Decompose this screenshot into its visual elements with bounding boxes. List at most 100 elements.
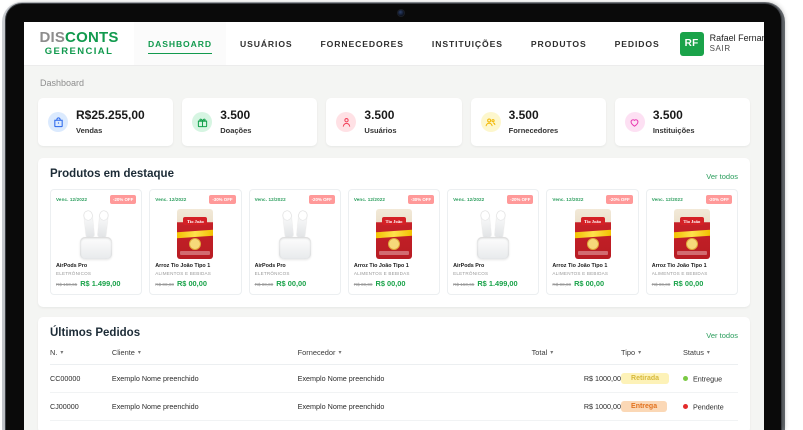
product-name: Arroz Tio João Tipo 1 [552,263,608,269]
status-dot-icon [682,376,688,382]
nav-item-usu-rios[interactable]: USUÁRIOS [226,22,307,65]
stat-card-vendas[interactable]: R$25.255,00 Vendas [38,98,174,146]
stat-value: 3.500 [220,108,251,123]
brand-name-part2: CONTS [65,29,119,47]
sort-caret-icon[interactable]: ▾ [60,350,64,356]
product-price: R$ 00,00 [276,279,307,288]
table-header-row: N. ▾ Cliente ▾ Fornecedor ▾ Total ▾ Tipo ▾ Status ▾ [50,348,738,365]
stat-card-institui-es[interactable]: 3.500 Instituições [614,98,751,146]
stat-card-usu-rios[interactable]: 3.500 Usuários [326,98,462,146]
sort-caret-icon[interactable]: ▾ [137,350,141,356]
product-category: ELETRÔNICOS [56,271,92,276]
rice-product-image: Tio João [375,209,412,259]
stat-value: 3.500 [652,108,683,123]
product-name: Arroz Tio João Tipo 1 [155,263,211,269]
airpods-product-image [275,209,315,259]
product-prices: R$ 00,00 R$ 00,00 [155,279,235,288]
order-status: Entregue [692,374,723,384]
column-header-tipo[interactable]: Tipo ▾ [621,348,683,365]
product-card[interactable]: Venc. 12/2022 -20% OFF Tio João Arroz Ti… [645,189,738,295]
column-header-total[interactable]: Total ▾ [531,348,622,365]
product-image-wrap: Tio João [652,208,732,260]
product-card[interactable]: Venc. 12/2022 -20% OFF AirPods Pro ELETR… [447,189,540,295]
order-type-chip: Entrega [621,401,668,412]
stat-card-doa-es[interactable]: 3.500 Doações [182,98,318,146]
sort-caret-icon[interactable]: ▾ [550,350,554,356]
sort-caret-icon[interactable]: ▾ [638,350,642,356]
order-total: R$ 1000,00 [531,364,622,393]
product-prices: R$ 00,00 R$ 00,00 [652,279,732,288]
orders-table-head: N. ▾ Cliente ▾ Fornecedor ▾ Total ▾ Tipo ▾ Status ▾ [50,348,738,365]
product-validity: Venc. 12/2022 [155,197,187,202]
product-card[interactable]: Venc. 12/2022 -30% OFF Tio João Arroz Ti… [347,189,441,295]
order-total: R$ 1000,00 [531,392,622,421]
product-card[interactable]: Venc. 12/2022 -20% OFF AirPods Pro ELETR… [248,189,341,295]
product-validity: Venc. 12/2022 [254,197,286,202]
user-icon [336,112,357,132]
column-header-fornecedor[interactable]: Fornecedor ▾ [297,348,532,365]
discount-badge: -20% OFF [606,195,633,204]
stat-cards-row: R$25.255,00 Vendas 3.500 Doações 3.500 U… [38,98,751,146]
product-name: Arroz Tio João Tipo 1 [651,263,707,269]
stat-value: 3.500 [364,108,395,123]
column-header-n[interactable]: N. ▾ [50,348,112,365]
product-card[interactable]: Venc. 12/2022 -30% OFF Tio João Arroz Ti… [149,189,242,295]
webcam-icon [398,10,404,16]
product-image-wrap [453,208,533,260]
logout-link[interactable]: SAIR [709,44,731,54]
breadcrumb: Dashboard [40,78,85,88]
product-category: ALIMENTOS E BEBIDAS [155,271,212,276]
stat-label: Instituições [652,125,695,135]
user-name: Rafael Fernandes [709,32,764,43]
product-card[interactable]: Venc. 12/2022 -20% OFF AirPods Pro ELETR… [50,189,143,295]
featured-see-all-link[interactable]: Ver todos [706,172,738,181]
stat-card-fornecedores[interactable]: 3.500 Fornecedores [470,98,606,146]
order-status-cell: Entregue [682,364,738,393]
nav-item-dashboard[interactable]: DASHBOARD [134,22,226,65]
heart-icon [624,112,645,132]
product-name: Arroz Tio João Tipo 1 [353,263,409,269]
order-type-cell: Entrega [621,392,683,421]
table-row[interactable]: CC00000 Exemplo Nome preenchido Exemplo … [50,364,738,393]
product-category: ELETRÔNICOS [254,271,290,276]
product-image-wrap: Tio João [354,208,434,260]
product-card[interactable]: Venc. 12/2022 -20% OFF Tio João Arroz Ti… [546,189,639,295]
nav-item-label: INSTITUIÇÕES [431,38,503,49]
user-menu[interactable]: RF Rafael Fernandes SAIR [674,22,764,65]
nav-item-label: PEDIDOS [614,38,660,49]
orders-see-all-link[interactable]: Ver todos [706,331,738,340]
table-row[interactable]: CJ00000 Exemplo Nome preenchido Exemplo … [50,392,738,421]
sort-caret-icon[interactable]: ▾ [706,350,710,356]
product-prices: R$ 00,00 R$ 00,00 [354,279,434,288]
gift-icon [192,112,213,132]
product-price: R$ 00,00 [574,279,605,288]
product-validity: Venc. 12/2022 [651,197,683,202]
nav-item-pedidos[interactable]: PEDIDOS [601,22,674,65]
nav-item-institui-es[interactable]: INSTITUIÇÕES [418,22,517,65]
nav-item-fornecedores[interactable]: FORNECEDORES [307,22,418,65]
product-validity: Venc. 12/2022 [453,197,485,202]
column-header-cliente[interactable]: Cliente ▾ [111,348,298,365]
product-old-price: R$ 00,00 [552,282,572,287]
latest-orders-panel: Últimos Pedidos Ver todos N. ▾ Cliente ▾ For… [38,317,750,430]
status-dot-icon [682,404,688,410]
column-header-label: Cliente [111,348,135,357]
stat-label: Vendas [76,125,103,135]
sort-caret-icon[interactable]: ▾ [338,350,342,356]
product-price: R$ 00,00 [176,279,207,288]
column-header-status[interactable]: Status ▾ [682,348,738,365]
product-image-wrap [255,208,335,260]
nav-item-produtos[interactable]: PRODUTOS [517,22,601,65]
product-old-price: R$ 00,00 [651,282,671,287]
brand-logo[interactable]: DISCONTS GERENCIAL [24,22,134,65]
product-old-price: R$ 00,00 [353,282,373,287]
product-price: R$ 00,00 [673,279,704,288]
stat-label: Usuários [364,125,397,135]
product-old-price: R$ 00,00 [155,282,174,287]
brand-tagline: GERENCIAL [44,46,114,58]
order-client: Exemplo Nome preenchido [111,392,298,421]
discount-badge: -20% OFF [705,195,732,204]
airpods-product-image [76,209,116,259]
page-title: Produtos em destaque [50,168,174,180]
column-header-label: N. [50,348,58,357]
